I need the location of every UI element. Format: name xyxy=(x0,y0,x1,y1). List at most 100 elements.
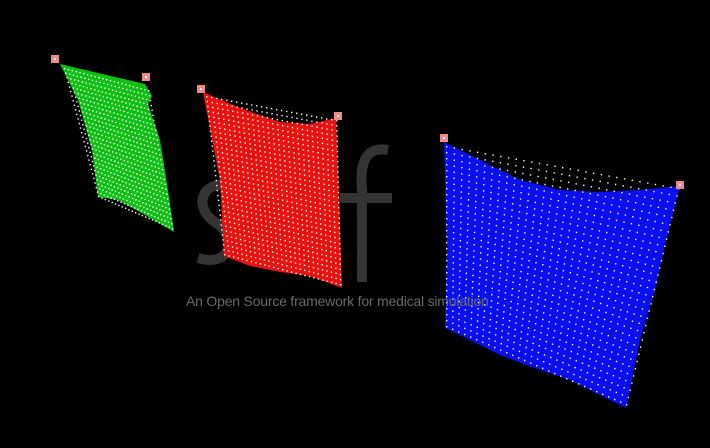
mesh-node xyxy=(272,261,275,264)
mesh-node xyxy=(539,338,541,340)
mesh-node xyxy=(251,104,253,106)
mesh-node xyxy=(257,120,259,122)
mesh-node xyxy=(669,224,671,226)
mesh-node xyxy=(256,105,258,107)
mesh-node xyxy=(251,222,254,224)
mesh-node xyxy=(495,321,498,323)
mesh-node xyxy=(566,243,569,245)
mesh-node xyxy=(549,266,551,268)
mesh-node xyxy=(64,68,66,70)
mesh-node xyxy=(138,151,140,153)
mesh-node xyxy=(224,215,226,217)
mesh-node xyxy=(90,118,93,120)
mesh-node xyxy=(249,143,251,145)
fixed-point-blue-left[interactable] xyxy=(440,134,448,142)
mesh-node xyxy=(304,269,306,272)
mesh-node xyxy=(594,208,597,210)
mesh-node xyxy=(594,330,596,332)
mesh-node xyxy=(533,281,535,283)
mesh-node xyxy=(131,180,133,182)
mesh-node xyxy=(142,139,145,141)
fixed-point-green-right[interactable] xyxy=(142,73,150,81)
mesh-node xyxy=(507,260,509,262)
mesh-node xyxy=(335,272,337,274)
mesh-node xyxy=(522,251,524,253)
mesh-node xyxy=(118,192,120,194)
mesh-node xyxy=(322,168,325,170)
mesh-node xyxy=(231,246,234,248)
mesh-node xyxy=(122,124,125,126)
mesh-node xyxy=(560,332,562,334)
mesh-node xyxy=(555,366,557,368)
mesh-node xyxy=(144,89,146,91)
fixed-point-red-right[interactable] xyxy=(334,112,342,120)
mesh-node xyxy=(536,358,539,360)
mesh-node xyxy=(273,212,275,214)
fixed-point-blue-right[interactable] xyxy=(676,181,684,189)
mesh-node xyxy=(647,219,649,221)
mesh-node xyxy=(325,244,327,247)
mesh-node xyxy=(254,198,256,200)
mesh-node xyxy=(217,156,219,158)
mesh-node xyxy=(106,195,109,198)
mesh-node xyxy=(127,178,130,181)
mesh-node xyxy=(299,173,301,175)
mesh-node xyxy=(160,200,163,202)
mesh-node xyxy=(492,160,494,162)
fixed-point-red-left[interactable] xyxy=(197,85,205,93)
mesh-node xyxy=(152,114,154,116)
mesh-node xyxy=(77,80,80,82)
mesh-node xyxy=(515,316,518,318)
mesh-node xyxy=(103,144,106,146)
mesh-node xyxy=(288,225,290,228)
fixed-point-green-left[interactable] xyxy=(51,55,59,63)
mesh-node xyxy=(473,231,476,234)
mesh-node xyxy=(611,382,613,384)
mesh-node xyxy=(138,96,140,99)
mesh-node xyxy=(319,208,321,210)
mesh-node xyxy=(170,218,172,220)
mesh-node xyxy=(567,188,569,190)
mesh-node xyxy=(299,258,301,260)
mesh-node xyxy=(288,236,291,238)
mesh-node xyxy=(237,218,240,221)
mesh-node xyxy=(135,155,138,157)
mesh-node xyxy=(452,244,455,246)
mesh-node xyxy=(520,270,522,273)
mesh-node xyxy=(592,344,594,346)
mesh-node xyxy=(618,205,620,208)
mesh-node xyxy=(522,166,525,168)
mesh-node xyxy=(322,158,324,160)
mesh-node xyxy=(97,183,100,186)
mesh-node xyxy=(452,280,454,282)
mesh-node xyxy=(564,208,566,210)
mesh-node xyxy=(164,220,166,222)
mesh-node xyxy=(271,113,273,115)
mesh-node xyxy=(560,283,563,285)
mesh-node xyxy=(168,226,170,228)
mesh-node xyxy=(602,209,604,211)
mesh-node xyxy=(307,155,310,157)
mesh-node xyxy=(128,196,130,198)
mesh-node xyxy=(249,202,252,204)
mesh-node xyxy=(283,219,285,222)
cloth-red xyxy=(203,92,342,288)
mesh-node xyxy=(548,272,550,274)
mesh-node xyxy=(571,209,573,212)
mesh-node xyxy=(482,202,484,204)
mesh-node xyxy=(289,171,291,173)
mesh-node xyxy=(284,234,286,237)
mesh-node xyxy=(298,248,300,250)
mesh-node xyxy=(235,199,238,201)
mesh-node xyxy=(609,358,611,360)
mesh-node xyxy=(298,168,301,170)
mesh-node xyxy=(227,114,229,116)
mesh-node xyxy=(74,109,77,111)
mesh-node xyxy=(658,267,661,269)
mesh-node xyxy=(107,83,109,86)
mesh-node xyxy=(286,190,288,192)
mesh-node xyxy=(227,163,230,165)
mesh-node xyxy=(490,300,493,302)
